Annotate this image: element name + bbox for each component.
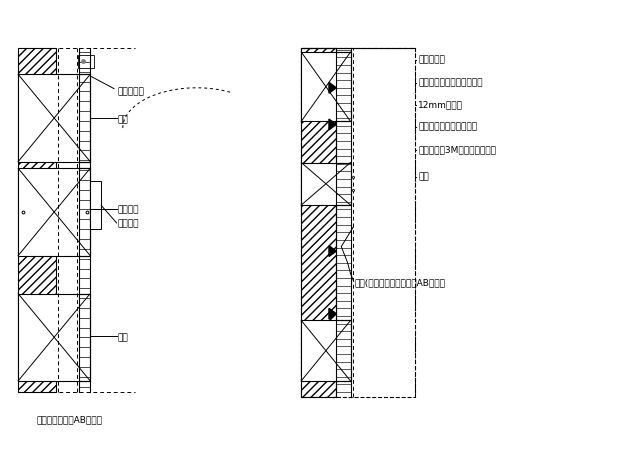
Text: 开关: 开关 [418, 173, 429, 182]
Bar [301, 52, 350, 121]
Text: 镜子: 镜子 [118, 115, 129, 124]
Polygon shape [329, 308, 337, 319]
Polygon shape [329, 181, 337, 192]
Bar [301, 48, 415, 396]
Text: 开关面板: 开关面板 [118, 220, 139, 229]
Bar [78, 55, 94, 67]
Polygon shape [329, 119, 337, 130]
Text: 建筑结构层: 建筑结构层 [418, 56, 445, 64]
Bar [18, 169, 90, 255]
Polygon shape [329, 82, 337, 93]
Text: 中性玻璃胶: 中性玻璃胶 [118, 88, 145, 97]
Bar [18, 48, 57, 392]
Text: 12mm多层板: 12mm多层板 [418, 100, 463, 109]
Text: 开关底盒: 开关底盒 [118, 206, 139, 214]
Text: 镜子（背面3M自粘胶膜满贴）: 镜子（背面3M自粘胶膜满贴） [418, 145, 496, 154]
Text: 木龙骨基层做防火处理衬底: 木龙骨基层做防火处理衬底 [418, 79, 483, 88]
Bar [301, 48, 337, 396]
Bar [18, 294, 90, 381]
Bar [18, 74, 90, 162]
Bar [301, 320, 350, 381]
Text: 开关孔周边采用AB胶黏结: 开关孔周边采用AB胶黏结 [37, 415, 102, 424]
Text: 镜子: 镜子 [118, 333, 129, 342]
Bar [301, 163, 350, 205]
Text: 开关(或灯具）孔周边采用AB胶黏结: 开关(或灯具）孔周边采用AB胶黏结 [355, 279, 446, 288]
Bar [90, 181, 101, 229]
Text: 双面胶、中性玻璃胶固定: 双面胶、中性玻璃胶固定 [418, 123, 478, 132]
Polygon shape [329, 246, 337, 256]
